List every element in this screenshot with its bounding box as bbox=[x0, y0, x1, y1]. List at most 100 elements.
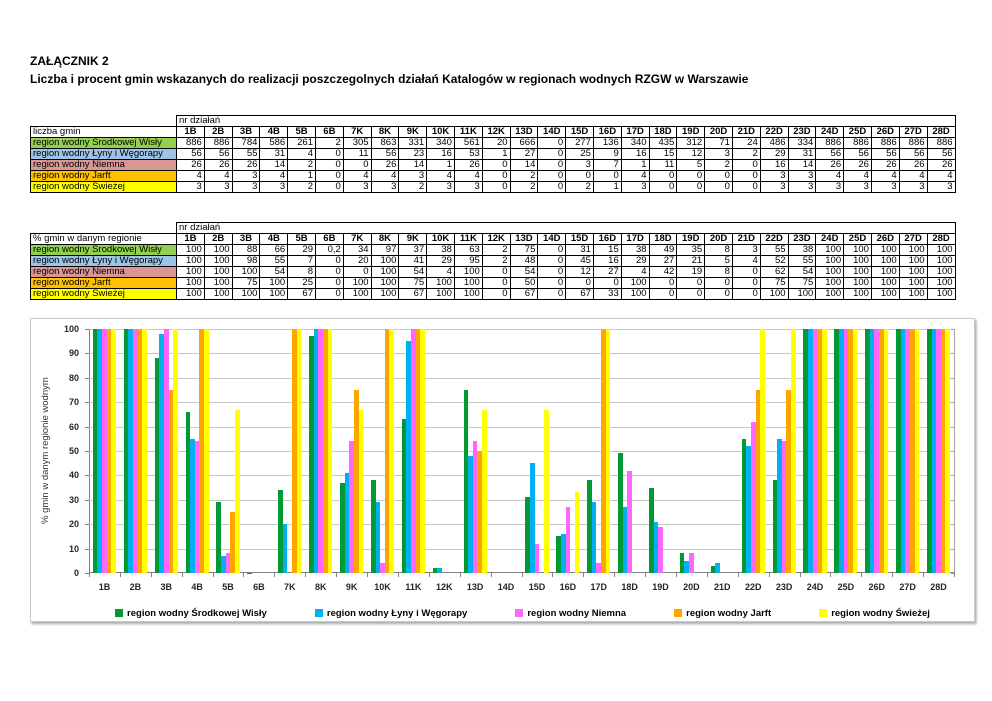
bar bbox=[225, 553, 231, 573]
y-tick-label: 50 bbox=[68, 446, 79, 456]
value-cell: 561 bbox=[453, 137, 483, 149]
bar bbox=[309, 336, 314, 573]
bar bbox=[900, 329, 906, 573]
value-cell: 23 bbox=[398, 148, 428, 160]
value-cell: 136 bbox=[592, 137, 622, 149]
value-cell: 14 bbox=[398, 159, 428, 171]
value-cell: 334 bbox=[787, 137, 817, 149]
value-cell: 100 bbox=[815, 288, 845, 300]
value-cell: 784 bbox=[231, 137, 261, 149]
value-cell: 100 bbox=[203, 255, 233, 267]
bar bbox=[591, 502, 597, 573]
column-header-cell: 5B bbox=[287, 233, 316, 245]
bar bbox=[653, 521, 659, 573]
column-header-cell: 28D bbox=[926, 126, 956, 138]
page-subtitle: Liczba i procent gmin wskazanych do real… bbox=[30, 72, 749, 86]
bar bbox=[159, 333, 164, 573]
value-cell: 0 bbox=[731, 288, 761, 300]
value-cell: 29 bbox=[759, 148, 789, 160]
value-cell: 16 bbox=[759, 159, 789, 171]
table-row: region wodny Środkowej Wisły 100 100 88 66 29… bbox=[30, 244, 956, 256]
gridline bbox=[89, 548, 954, 550]
bar bbox=[689, 553, 694, 573]
value-cell: 75 bbox=[231, 277, 261, 289]
y-axis-tick-labels: 0 10 20 30 40 50 60 70 80 90 100 bbox=[55, 325, 85, 578]
value-cell: 100 bbox=[370, 277, 400, 289]
bar bbox=[375, 502, 381, 573]
y-tick-label: 10 bbox=[68, 543, 79, 554]
column-header-cell: 26D bbox=[870, 126, 900, 138]
y-tick-label: 0 bbox=[73, 568, 79, 578]
bar bbox=[909, 329, 915, 573]
bar bbox=[772, 480, 778, 573]
plot-area bbox=[85, 329, 955, 574]
value-cell: 55 bbox=[259, 255, 289, 267]
gridline bbox=[89, 475, 954, 477]
value-cell: 100 bbox=[843, 266, 872, 278]
value-cell: 24 bbox=[731, 137, 761, 149]
value-cell: 8 bbox=[704, 244, 733, 256]
x-tick-label: 18D bbox=[621, 582, 638, 592]
x-tick-mark bbox=[89, 573, 90, 577]
value-cell: 3 bbox=[926, 181, 956, 193]
bar bbox=[168, 390, 174, 573]
value-cell: 0 bbox=[731, 277, 761, 289]
value-cell: 3 bbox=[620, 181, 650, 193]
value-cell: 0 bbox=[676, 288, 706, 300]
value-cell: 54 bbox=[398, 266, 428, 278]
value-cell: 3 bbox=[342, 181, 372, 193]
x-tick-mark bbox=[150, 573, 152, 577]
region-label-cell: region wodny Środkowej Wisły bbox=[30, 244, 177, 256]
bar bbox=[380, 563, 385, 573]
bar bbox=[808, 329, 813, 573]
x-tick-label: 15D bbox=[528, 582, 546, 592]
bar bbox=[102, 329, 107, 573]
column-header-cell: 1B bbox=[176, 233, 205, 245]
value-cell: 666 bbox=[509, 137, 539, 149]
y-tick-mark bbox=[951, 573, 955, 574]
legend-label: region wodny Jarft bbox=[686, 607, 772, 619]
x-tick-mark bbox=[799, 573, 801, 577]
value-cell: 0 bbox=[592, 170, 622, 182]
column-header-cell: 4B bbox=[259, 233, 289, 245]
bar bbox=[97, 329, 103, 573]
bar bbox=[945, 329, 951, 573]
value-cell: 100 bbox=[176, 266, 205, 278]
column-header-cell: 12K bbox=[481, 126, 511, 138]
value-cell: 55 bbox=[231, 148, 261, 160]
x-tick-mark bbox=[274, 573, 276, 577]
value-cell: 100 bbox=[843, 277, 872, 289]
value-cell: 100 bbox=[342, 288, 372, 300]
bar bbox=[384, 329, 390, 573]
value-cell: 100 bbox=[231, 266, 261, 278]
columns-group-header: nr działań bbox=[176, 222, 956, 234]
value-cell: 15 bbox=[592, 244, 622, 256]
region-label-cell: region wodny Jarft bbox=[30, 170, 177, 182]
value-cell: 20 bbox=[342, 255, 372, 267]
value-cell: 4 bbox=[731, 255, 761, 267]
y-tick-mark bbox=[85, 499, 89, 501]
value-cell: 100 bbox=[815, 244, 845, 256]
value-cell: 38 bbox=[426, 244, 455, 256]
bar bbox=[605, 329, 611, 573]
bar bbox=[622, 507, 628, 573]
y-tick-label: 20 bbox=[68, 519, 79, 530]
value-cell: 42 bbox=[648, 266, 678, 278]
table-row: region wodny Świeżej 100 100 100 100 67 0 100 10… bbox=[30, 288, 956, 300]
value-cell: 100 bbox=[898, 277, 928, 289]
bar bbox=[679, 553, 685, 573]
bar-group bbox=[707, 329, 738, 573]
x-tick-label: 10K bbox=[374, 582, 391, 592]
value-cell: 0 bbox=[537, 181, 567, 193]
column-header-cell: 6B bbox=[314, 233, 344, 245]
x-tick-label: 6B bbox=[253, 582, 265, 592]
x-axis-tick-marks bbox=[89, 573, 955, 578]
value-cell: 14 bbox=[509, 159, 539, 171]
column-header-cell: 20D bbox=[704, 126, 733, 138]
x-tick-mark bbox=[675, 573, 677, 577]
x-tick-label: 20D bbox=[683, 582, 700, 592]
y-tick-mark bbox=[85, 475, 89, 477]
value-cell: 100 bbox=[203, 244, 233, 256]
value-cell: 27 bbox=[648, 255, 678, 267]
column-header-cell: 13D bbox=[509, 126, 539, 138]
